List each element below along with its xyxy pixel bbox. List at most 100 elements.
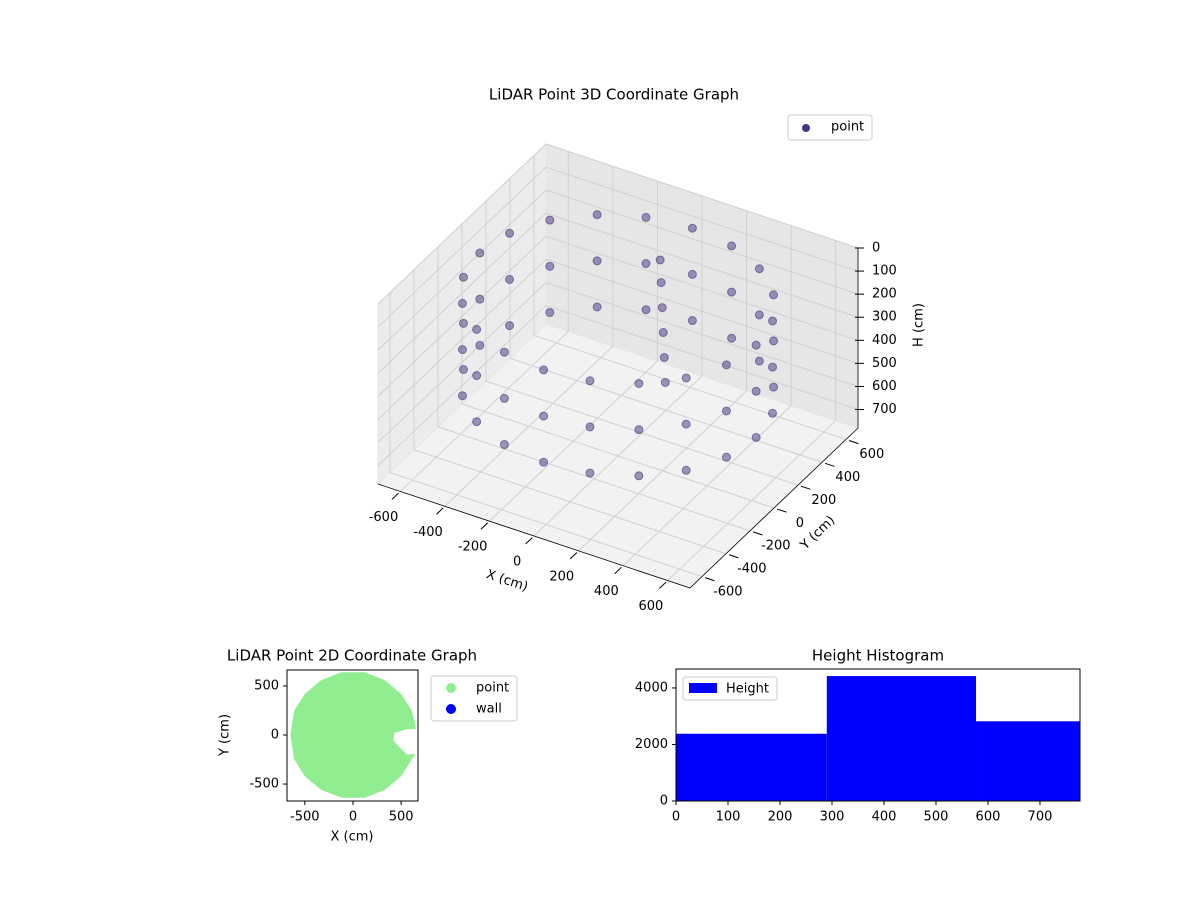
grid-line — [377, 259, 547, 420]
grid-line — [545, 235, 859, 341]
grid-line — [461, 403, 775, 509]
chart-title: LiDAR Point 2D Coordinate Graph — [227, 647, 477, 665]
point — [475, 248, 485, 258]
z-tick-label: 400 — [872, 333, 897, 348]
tick-mark — [480, 522, 489, 530]
y-tick-label: 0 — [660, 794, 668, 809]
legend-box — [787, 114, 873, 141]
x-tick-label: 0 — [349, 810, 357, 825]
point — [505, 274, 515, 284]
x-tick-label: 400 — [594, 584, 619, 599]
tick-mark — [391, 492, 399, 500]
x-tick-label: 700 — [1028, 810, 1053, 825]
y-tick-label: -400 — [737, 561, 767, 576]
x-tick-label: 0 — [513, 555, 521, 570]
tick-mark — [525, 537, 533, 545]
x-tick-label: 200 — [768, 810, 793, 825]
point — [687, 223, 697, 233]
point — [754, 264, 764, 274]
x-tick-label: -600 — [369, 510, 399, 525]
point — [641, 305, 651, 315]
point — [458, 318, 468, 328]
point — [475, 340, 485, 350]
grid-line — [377, 143, 547, 305]
tick-mark — [752, 531, 763, 536]
point-area — [290, 672, 416, 798]
point — [768, 362, 778, 372]
point — [769, 336, 779, 346]
grid-line — [545, 166, 859, 272]
point — [727, 287, 737, 297]
point — [754, 356, 764, 366]
z-tick-label: 600 — [872, 379, 897, 394]
point — [458, 364, 468, 374]
point — [592, 302, 602, 312]
bar — [676, 733, 827, 801]
point — [592, 210, 602, 220]
y-tick-label: 400 — [835, 470, 860, 485]
legend-box — [682, 676, 778, 701]
x-tick-label: 400 — [872, 810, 897, 825]
y-tick-label: 200 — [811, 493, 836, 508]
x-tick-label: 500 — [389, 810, 414, 825]
point — [472, 371, 482, 381]
grid-line — [533, 334, 847, 440]
legend-label: point — [476, 681, 509, 696]
x-tick-label: 0 — [672, 810, 680, 825]
point — [656, 278, 666, 288]
point — [687, 269, 697, 279]
point — [721, 452, 731, 462]
point — [634, 425, 644, 435]
tick-mark — [800, 485, 811, 490]
chart-title: LiDAR Point 3D Coordinate Graph — [489, 86, 739, 104]
point — [727, 333, 737, 343]
point — [721, 360, 731, 370]
axis-line — [377, 483, 691, 589]
point — [545, 215, 555, 225]
point — [751, 386, 761, 396]
point — [458, 272, 468, 282]
legend-label: Height — [726, 682, 769, 697]
axes-frame — [286, 669, 419, 802]
grid-line — [377, 189, 547, 351]
grid-line — [545, 258, 859, 364]
x-tick-label: 100 — [716, 810, 741, 825]
point — [539, 365, 549, 375]
x-axis-label: X (cm) — [484, 567, 530, 595]
y-tick-label: -500 — [249, 777, 279, 792]
point — [475, 294, 485, 304]
point — [499, 347, 509, 357]
point — [681, 465, 691, 475]
tick-mark — [704, 577, 715, 582]
point — [727, 241, 737, 251]
y-axis-label: Y (cm) — [218, 714, 233, 757]
point — [641, 259, 651, 269]
tick-mark — [436, 507, 444, 515]
x-tick-label: -200 — [458, 540, 488, 555]
y-tick-label: -200 — [761, 539, 791, 554]
y-tick-label: -600 — [713, 584, 743, 599]
legend-marker — [689, 683, 717, 693]
grid-line — [377, 235, 547, 397]
point — [545, 261, 555, 271]
grid-line — [545, 143, 859, 249]
grid-line — [509, 357, 823, 463]
point — [585, 468, 595, 478]
point — [539, 411, 549, 421]
z-tick-label: 100 — [872, 264, 897, 279]
x-tick-label: 200 — [549, 569, 574, 584]
point — [585, 422, 595, 432]
grid-line — [389, 472, 703, 578]
y-tick-label: 4000 — [635, 680, 668, 695]
grid-line — [377, 166, 547, 328]
point — [721, 406, 731, 416]
point — [505, 228, 515, 238]
x-tick-label: 500 — [924, 810, 949, 825]
point — [634, 378, 644, 388]
grid-line — [485, 380, 799, 486]
grid-line — [377, 212, 547, 374]
legend-box — [430, 675, 518, 722]
axes-frame — [675, 668, 1081, 802]
x-tick-label: -400 — [413, 525, 443, 540]
y-tick-label: 600 — [859, 447, 884, 462]
